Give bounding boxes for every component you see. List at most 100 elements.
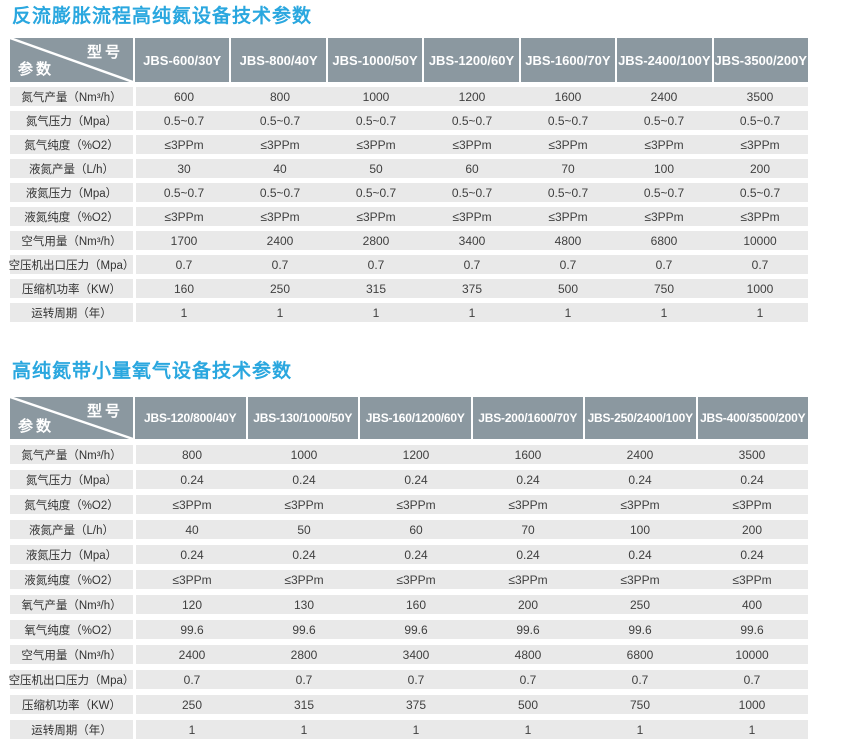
value-cell: 0.5~0.7 [712,183,808,202]
value-cell: 0.5~0.7 [520,111,616,130]
value-cell: 200 [472,595,584,614]
value-cell: 3500 [696,445,808,464]
table-row: 氮气纯度（%O2） ≤3PPm ≤3PPm ≤3PPm ≤3PPm ≤3PPm ≤3PPm [10,495,808,514]
value-cell: 1000 [696,695,808,714]
table-row: 氮气压力（Mpa） 0.24 0.24 0.24 0.24 0.24 0.24 [10,470,808,489]
value-cell: 1 [616,303,712,322]
value-cell: ≤3PPm [696,495,808,514]
value-cell: 315 [248,695,360,714]
value-cell: 0.24 [248,470,360,489]
value-cell: 0.7 [424,255,520,274]
value-cell: 0.24 [360,545,472,564]
value-cell: ≤3PPm [424,207,520,226]
spec-table: 型号 参数 JBS-600/30Y JBS-800/40Y JBS-1000/50Y JB… [9,38,808,322]
value-cell: 4800 [520,231,616,250]
table-row: 氮气产量（Nm³/h） 800 1000 1200 1600 2400 3500 [10,445,808,464]
row-parameter-label: 氧气纯度（%O2） [10,620,133,639]
value-cell: 1000 [248,445,360,464]
value-cell: 2400 [616,87,712,106]
value-cell: 0.7 [328,255,424,274]
column-header: JBS-160/1200/60Y [360,397,471,439]
value-cell: 0.5~0.7 [424,183,520,202]
column-header: JBS-2400/100Y [617,38,712,82]
value-cell: 10000 [712,231,808,250]
table-row: 液氮产量（L/h） 30 40 50 60 70 100 200 [10,159,808,178]
value-cell: 0.5~0.7 [616,111,712,130]
value-cell: 375 [360,695,472,714]
value-cell: ≤3PPm [328,135,424,154]
row-parameter-label: 空压机出口压力（Mpa） [9,255,134,274]
value-cell: 1 [248,720,360,739]
spec-table: 型号 参数 JBS-120/800/40Y JBS-130/1000/50Y JBS-1… [9,397,808,739]
value-cell: 250 [136,695,248,714]
value-cell: 0.5~0.7 [616,183,712,202]
value-cell: 0.5~0.7 [520,183,616,202]
table-row: 氮气产量（Nm³/h） 600 800 1000 1200 1600 2400 3500 [10,87,808,106]
value-cell: 99.6 [584,620,696,639]
value-cell: 1000 [328,87,424,106]
column-header: JBS-1200/60Y [424,38,519,82]
row-parameter-label: 运转周期（年） [10,720,133,739]
table-row: 压缩机功率（KW） 250 315 375 500 750 1000 [10,695,808,714]
value-cell: ≤3PPm [616,135,712,154]
table-row: 液氮纯度（%O2） ≤3PPm ≤3PPm ≤3PPm ≤3PPm ≤3PPm ≤3PPm ≤… [10,207,808,226]
value-cell: 0.5~0.7 [424,111,520,130]
value-cell: ≤3PPm [712,207,808,226]
table-row: 液氮压力（Mpa） 0.5~0.7 0.5~0.7 0.5~0.7 0.5~0.7 0.5… [10,183,808,202]
spec-table-section-2: 高纯氮带小量氧气设备技术参数 型号 参数 JBS-120/800/40Y JBS-130… [0,327,862,739]
value-cell: 120 [136,595,248,614]
value-cell: 0.7 [360,670,472,689]
row-parameter-label: 空压机出口压力（Mpa） [9,670,134,689]
value-cell: 500 [472,695,584,714]
corner-label-parameter: 参数 [18,61,55,78]
column-header: JBS-250/2400/100Y [585,397,696,439]
value-cell: ≤3PPm [136,207,232,226]
value-cell: 0.24 [696,545,808,564]
value-cell: ≤3PPm [712,135,808,154]
value-cell: 70 [520,159,616,178]
table-header-row: 型号 参数 JBS-120/800/40Y JBS-130/1000/50Y JBS-1… [10,397,808,439]
table-row: 运转周期（年） 1 1 1 1 1 1 1 [10,303,808,322]
value-cell: 99.6 [696,620,808,639]
value-cell: ≤3PPm [584,495,696,514]
value-cell: 2400 [584,445,696,464]
value-cell: 800 [136,445,248,464]
value-cell: 2400 [232,231,328,250]
diagonal-corner-cell: 型号 参数 [10,397,133,439]
value-cell: ≤3PPm [360,570,472,589]
value-cell: 1 [136,303,232,322]
value-cell: ≤3PPm [472,570,584,589]
table-row: 空压机出口压力（Mpa） 0.7 0.7 0.7 0.7 0.7 0.7 [9,670,808,689]
value-cell: 3400 [424,231,520,250]
row-parameter-label: 液氮压力（Mpa） [10,183,133,202]
value-cell: 1200 [424,87,520,106]
value-cell: 99.6 [136,620,248,639]
value-cell: 1000 [712,279,808,298]
row-parameter-label: 压缩机功率（KW） [10,279,133,298]
value-cell: 100 [584,520,696,539]
value-cell: 1 [360,720,472,739]
column-header: JBS-130/1000/50Y [247,397,358,439]
value-cell: 0.7 [136,255,232,274]
row-parameter-label: 液氮产量（L/h） [10,520,133,539]
value-cell: 0.24 [136,470,248,489]
value-cell: ≤3PPm [232,135,328,154]
value-cell: 0.24 [584,545,696,564]
value-cell: 0.7 [520,255,616,274]
value-cell: 70 [472,520,584,539]
value-cell: ≤3PPm [136,570,248,589]
value-cell: 0.7 [248,670,360,689]
value-cell: 0.24 [696,470,808,489]
value-cell: 0.24 [360,470,472,489]
value-cell: 1 [424,303,520,322]
row-parameter-label: 氮气纯度（%O2） [10,495,133,514]
value-cell: 1 [520,303,616,322]
value-cell: 160 [136,279,232,298]
value-cell: 99.6 [472,620,584,639]
value-cell: 1 [696,720,808,739]
value-cell: ≤3PPm [424,135,520,154]
table-row: 液氮压力（Mpa） 0.24 0.24 0.24 0.24 0.24 0.24 [10,545,808,564]
table-row: 空压机出口压力（Mpa） 0.7 0.7 0.7 0.7 0.7 0.7 0.7 [9,255,808,274]
row-parameter-label: 空气用量（Nm³/h） [10,645,133,664]
